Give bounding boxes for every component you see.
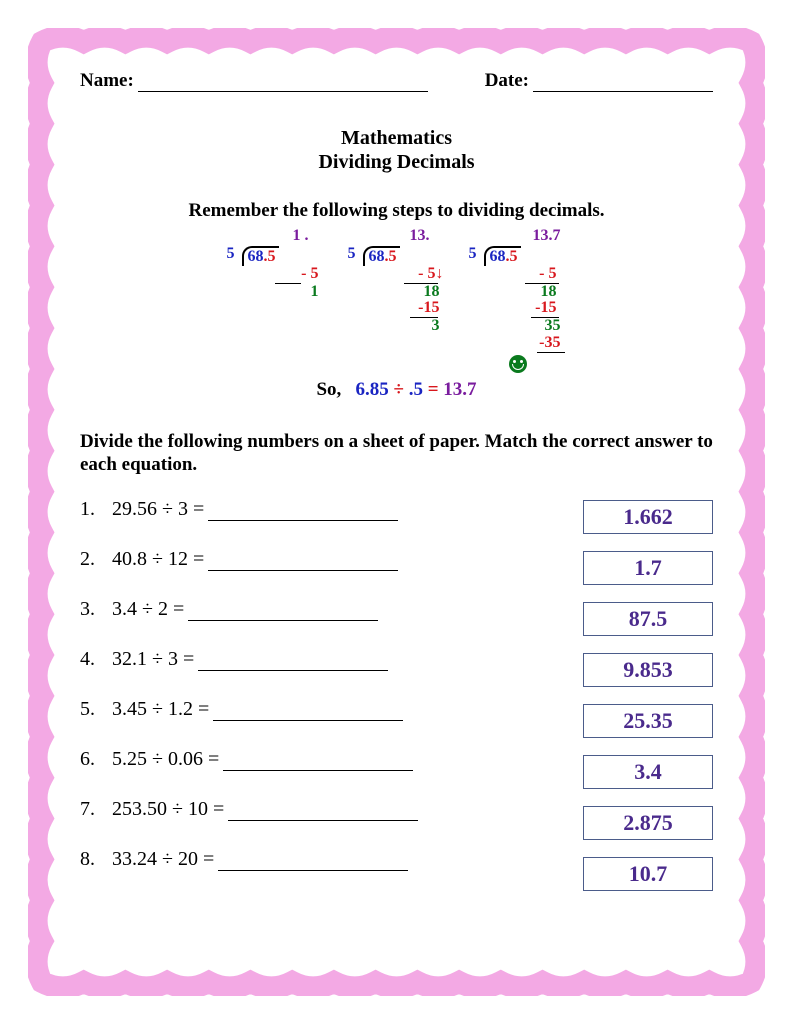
problem-number: 6. [80, 748, 112, 771]
so-result: 13.7 [443, 379, 476, 400]
problem-text: 40.8 ÷ 12 = [112, 548, 208, 571]
work-line: 1 [227, 284, 325, 301]
answer-box[interactable]: 9.853 [583, 653, 713, 687]
work-line: 18 [348, 284, 446, 301]
answer-blank[interactable] [218, 870, 408, 871]
worksheet-content: Name: Date: Mathematics Dividing Decimal… [80, 70, 713, 908]
summary-equation: So, 6.85 ÷ .5 = 13.7 [80, 379, 713, 401]
problem-number: 4. [80, 648, 112, 671]
problem-number: 5. [80, 698, 112, 721]
remember-heading: Remember the following steps to dividing… [80, 200, 713, 222]
longdiv-example: 13.7568.5- 5 18 -15 35 -35 [469, 230, 567, 373]
instructions: Divide the following numbers on a sheet … [80, 431, 713, 477]
problem-text: 32.1 ÷ 3 = [112, 648, 198, 671]
problem-text: 33.24 ÷ 20 = [112, 848, 218, 871]
problem-number: 2. [80, 548, 112, 571]
work-line: -15 [469, 300, 567, 317]
work-line: - 5 [469, 266, 567, 283]
answer-blank[interactable] [208, 570, 398, 571]
problem-text: 253.50 ÷ 10 = [112, 798, 228, 821]
so-lhs: 6.85 [356, 379, 389, 400]
problem-row: 3.3.4 ÷ 2 = [80, 598, 555, 621]
problem-row: 1.29.56 ÷ 3 = [80, 498, 555, 521]
divisor: 5 [227, 246, 235, 263]
smiley-icon [509, 355, 527, 373]
title-block: Mathematics Dividing Decimals [80, 126, 713, 174]
division-bracket: 68.5 [484, 246, 521, 266]
work-line: -15 [348, 300, 446, 317]
problems-wrapper: 1.29.56 ÷ 3 =2.40.8 ÷ 12 =3.3.4 ÷ 2 =4.3… [80, 498, 713, 908]
problem-number: 1. [80, 498, 112, 521]
answer-blank[interactable] [228, 820, 418, 821]
answer-blank[interactable] [188, 620, 378, 621]
name-label: Name: [80, 70, 138, 92]
answer-blank[interactable] [208, 520, 398, 521]
subtraction-rule [537, 352, 565, 353]
answer-box[interactable]: 25.35 [583, 704, 713, 738]
problem-number: 3. [80, 598, 112, 621]
problem-number: 8. [80, 848, 112, 871]
problems-list: 1.29.56 ÷ 3 =2.40.8 ÷ 12 =3.3.4 ÷ 2 =4.3… [80, 498, 555, 908]
so-rhs: .5 [409, 379, 423, 400]
division-bracket: 68.5 [242, 246, 279, 266]
work-line: -35 [469, 335, 567, 352]
name-date-row: Name: Date: [80, 70, 713, 92]
answer-box[interactable]: 1.7 [583, 551, 713, 585]
work-line: - 5↓ [348, 266, 446, 283]
answer-box[interactable]: 1.662 [583, 500, 713, 534]
example-area: 1 .568.5- 5 1 13.568.5- 5↓18 -15 3 13.75… [227, 230, 567, 373]
date-label: Date: [485, 70, 533, 92]
answer-box[interactable]: 10.7 [583, 857, 713, 891]
topic-title: Dividing Decimals [80, 150, 713, 174]
so-prefix: So, [316, 379, 341, 400]
work-line: 35 [469, 318, 567, 335]
problem-text: 3.45 ÷ 1.2 = [112, 698, 213, 721]
problem-row: 4.32.1 ÷ 3 = [80, 648, 555, 671]
problem-text: 29.56 ÷ 3 = [112, 498, 208, 521]
divisor: 5 [469, 246, 477, 263]
problem-text: 3.4 ÷ 2 = [112, 598, 188, 621]
work-line: 18 [469, 284, 567, 301]
answer-box[interactable]: 3.4 [583, 755, 713, 789]
answers-list: 1.662 1.7 87.5 9.853 25.35 3.4 2.875 10.7 [583, 498, 713, 908]
answer-box[interactable]: 2.875 [583, 806, 713, 840]
problem-row: 2.40.8 ÷ 12 = [80, 548, 555, 571]
answer-blank[interactable] [223, 770, 413, 771]
name-line[interactable] [138, 91, 428, 92]
date-field: Date: [485, 70, 713, 92]
dividend: 68.5 [490, 248, 518, 265]
answer-box[interactable]: 87.5 [583, 602, 713, 636]
divisor: 5 [348, 246, 356, 263]
so-op: ÷ [394, 379, 404, 400]
problem-text: 5.25 ÷ 0.06 = [112, 748, 223, 771]
name-field: Name: [80, 70, 428, 92]
problem-row: 6.5.25 ÷ 0.06 = [80, 748, 555, 771]
work-line: 3 [348, 318, 446, 335]
date-line[interactable] [533, 91, 713, 92]
problem-row: 8.33.24 ÷ 20 = [80, 848, 555, 871]
answer-blank[interactable] [198, 670, 388, 671]
dividend: 68.5 [248, 248, 276, 265]
division-bracket: 68.5 [363, 246, 400, 266]
problem-row: 7.253.50 ÷ 10 = [80, 798, 555, 821]
dividend: 68.5 [369, 248, 397, 265]
work-line: - 5 [227, 266, 325, 283]
subject-title: Mathematics [80, 126, 713, 150]
longdiv-example: 13.568.5- 5↓18 -15 3 [348, 230, 446, 373]
problem-number: 7. [80, 798, 112, 821]
answer-blank[interactable] [213, 720, 403, 721]
longdiv-example: 1 .568.5- 5 1 [227, 230, 325, 373]
so-eq: = [428, 379, 439, 400]
problem-row: 5.3.45 ÷ 1.2 = [80, 698, 555, 721]
